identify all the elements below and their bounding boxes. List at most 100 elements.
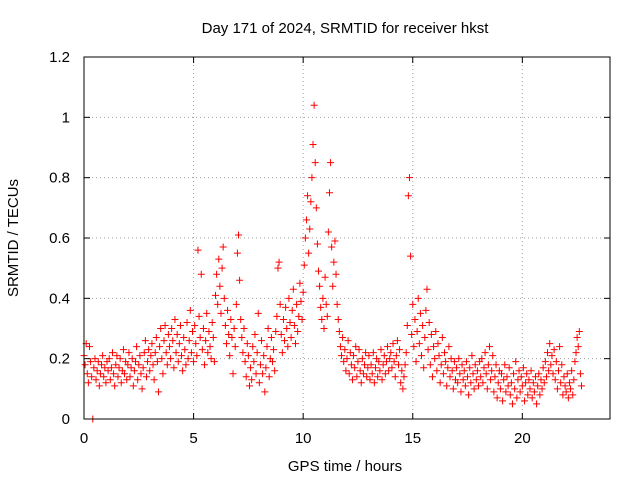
x-tick-label: 20 xyxy=(514,430,531,447)
data-point xyxy=(149,361,157,369)
data-point xyxy=(176,321,184,329)
data-point xyxy=(222,340,230,348)
data-point xyxy=(319,294,327,302)
data-point xyxy=(228,334,236,342)
data-point xyxy=(419,321,427,329)
data-point xyxy=(142,373,150,381)
data-point xyxy=(324,228,332,236)
x-tick-label: 15 xyxy=(404,430,421,447)
data-point xyxy=(358,355,366,363)
data-point xyxy=(306,225,314,233)
data-point xyxy=(366,376,374,384)
data-point xyxy=(247,364,255,372)
data-point xyxy=(548,352,556,360)
data-point xyxy=(197,270,205,278)
data-point xyxy=(302,216,310,224)
data-point xyxy=(411,315,419,323)
data-point xyxy=(182,361,190,369)
data-point xyxy=(254,309,262,317)
data-point xyxy=(145,346,153,354)
data-point xyxy=(546,340,554,348)
data-point xyxy=(565,379,573,387)
data-point xyxy=(351,364,359,372)
data-point xyxy=(218,264,226,272)
data-point xyxy=(344,337,352,345)
data-point xyxy=(104,367,112,375)
data-point xyxy=(241,358,249,366)
data-point xyxy=(514,376,522,384)
data-point xyxy=(137,370,145,378)
data-point xyxy=(275,258,283,266)
data-point xyxy=(298,315,306,323)
data-point xyxy=(165,343,173,351)
data-point xyxy=(185,337,193,345)
data-point xyxy=(240,325,248,332)
data-point xyxy=(481,349,489,357)
data-point xyxy=(487,376,495,384)
data-point xyxy=(328,243,336,251)
data-point xyxy=(544,349,552,357)
data-point xyxy=(371,364,379,372)
data-point xyxy=(224,306,232,314)
data-point xyxy=(174,358,182,366)
data-point xyxy=(332,270,340,278)
data-point xyxy=(119,346,127,354)
data-point xyxy=(496,385,504,393)
data-point xyxy=(428,373,436,381)
data-point xyxy=(386,355,394,363)
data-point xyxy=(466,364,474,372)
axis-ticks: 0 0.2 0.4 0.6 0.8 1 1.2 0 5 10 15 20 xyxy=(49,49,610,447)
data-point xyxy=(268,358,276,366)
data-point xyxy=(399,385,407,393)
data-point xyxy=(210,358,218,366)
data-point xyxy=(381,370,389,378)
data-point xyxy=(178,352,186,360)
data-point xyxy=(403,321,411,329)
data-point xyxy=(439,370,447,378)
data-point xyxy=(156,343,164,351)
data-point xyxy=(518,382,526,390)
data-point xyxy=(155,388,163,396)
data-point xyxy=(454,379,462,387)
data-point xyxy=(98,361,106,369)
data-point xyxy=(557,379,565,387)
data-point xyxy=(205,328,213,336)
data-point xyxy=(347,361,355,369)
data-point xyxy=(87,358,95,366)
data-point xyxy=(436,379,444,387)
data-point xyxy=(287,334,295,342)
data-point xyxy=(334,315,342,323)
data-point xyxy=(502,388,510,396)
data-point xyxy=(214,300,222,308)
data-point xyxy=(236,276,244,284)
data-point xyxy=(331,237,339,245)
data-point xyxy=(184,355,192,363)
data-point xyxy=(370,379,378,387)
data-point xyxy=(295,312,303,320)
data-point xyxy=(346,349,354,357)
data-point xyxy=(507,379,515,387)
data-point xyxy=(537,376,545,384)
data-point xyxy=(576,370,584,378)
y-tick-label: 1.2 xyxy=(49,49,70,66)
data-point xyxy=(433,367,441,375)
data-point xyxy=(100,373,108,381)
data-point xyxy=(309,140,317,148)
data-point xyxy=(250,358,258,366)
data-point xyxy=(157,325,165,332)
data-point xyxy=(395,361,403,369)
data-point xyxy=(450,358,458,366)
data-point xyxy=(294,328,302,336)
data-point xyxy=(341,346,349,354)
x-axis-label: GPS time / hours xyxy=(288,458,402,475)
data-point xyxy=(432,328,440,336)
data-point xyxy=(124,361,132,369)
data-point xyxy=(378,376,386,384)
data-point xyxy=(571,358,579,366)
data-point xyxy=(404,192,412,200)
data-point xyxy=(375,358,383,366)
data-point xyxy=(338,352,346,360)
data-point xyxy=(183,318,191,326)
data-point xyxy=(340,358,348,366)
data-point xyxy=(225,331,233,339)
